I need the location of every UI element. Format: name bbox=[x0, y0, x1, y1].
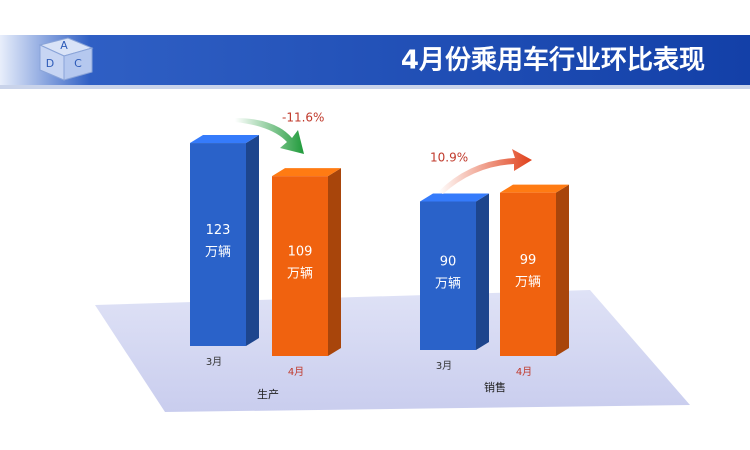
header-shadow bbox=[0, 85, 750, 89]
logo bbox=[38, 37, 94, 81]
change-arrow bbox=[235, 118, 304, 154]
bar-top bbox=[190, 135, 259, 144]
bar bbox=[272, 176, 328, 356]
bar-side bbox=[476, 193, 489, 350]
chart-title: 4月份乘用车行业环比表现 bbox=[401, 45, 705, 76]
group-label: 销售 bbox=[484, 380, 506, 394]
bar-top bbox=[272, 168, 341, 177]
bar bbox=[500, 192, 556, 356]
floor bbox=[95, 290, 690, 412]
category-label: 4月 bbox=[516, 366, 532, 378]
change-label: -11.6% bbox=[282, 111, 324, 125]
logo-letter: D bbox=[46, 57, 54, 70]
value-unit: 万辆 bbox=[205, 245, 231, 260]
category-label: 3月 bbox=[206, 356, 222, 368]
value-label: 123 bbox=[206, 223, 231, 238]
bar bbox=[420, 201, 476, 350]
value-unit: 万辆 bbox=[287, 267, 313, 282]
group-label: 生产 bbox=[257, 387, 279, 401]
value-label: 109 bbox=[288, 245, 313, 260]
logo-letter: A bbox=[60, 39, 68, 52]
bar bbox=[190, 143, 246, 346]
logo-letter: C bbox=[74, 57, 82, 70]
bar-top bbox=[500, 184, 569, 193]
category-label: 4月 bbox=[288, 366, 304, 378]
category-label: 3月 bbox=[436, 360, 452, 372]
change-label: 10.9% bbox=[430, 151, 468, 165]
change-arrow bbox=[438, 149, 532, 194]
bar-side bbox=[328, 168, 341, 356]
bar-side bbox=[246, 135, 259, 346]
bar-side bbox=[556, 184, 569, 356]
value-unit: 万辆 bbox=[435, 276, 461, 291]
header-band bbox=[0, 35, 750, 85]
value-label: 99 bbox=[520, 253, 537, 268]
value-unit: 万辆 bbox=[515, 275, 541, 290]
value-label: 90 bbox=[440, 254, 457, 269]
bar-top bbox=[420, 193, 489, 202]
